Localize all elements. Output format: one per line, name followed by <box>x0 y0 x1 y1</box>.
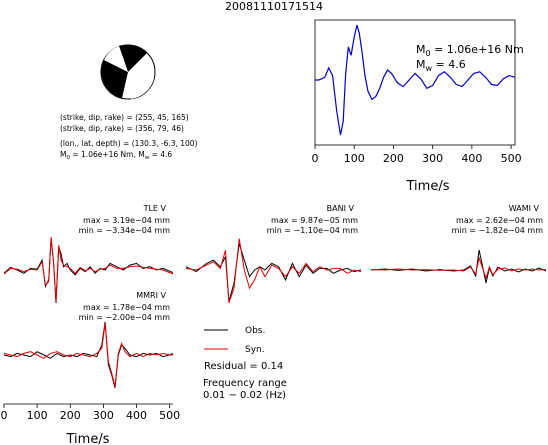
station-min-text: min = −2.00e−04 mm <box>79 313 171 322</box>
stf-x-tick-label: 200 <box>383 152 404 165</box>
frequency-range-label: Frequency range <box>203 378 287 389</box>
stf-m0-label: M0 = 1.06e+16 Nm <box>416 43 524 58</box>
frequency-range-value: 0.01 − 0.02 (Hz) <box>203 390 286 401</box>
beachball-compressional-quadrant-1 <box>119 44 147 72</box>
location-text: (lon., lat, depth) = (130.3, -6.3, 100) <box>60 139 198 148</box>
obs-waveform-line <box>185 243 362 302</box>
wave-x-tick-label: 300 <box>93 409 114 422</box>
wave-x-tick-label: 500 <box>159 409 180 422</box>
station-label: WAMI V <box>509 204 540 213</box>
stf-x-tick-label: 500 <box>501 152 522 165</box>
focal-mechanism-beachball <box>100 44 156 100</box>
waveform-xlabel: Time/s <box>66 432 110 445</box>
stf-plot-frame <box>314 19 516 146</box>
stf-xlabel: Time/s <box>406 179 450 194</box>
station-label: BANI V <box>327 204 355 213</box>
station-label: MMRI V <box>136 291 166 300</box>
legend-syn-label: Syn. <box>245 345 265 355</box>
obs-waveform-line <box>370 249 547 284</box>
focal-plane-1-text: (strike, dip, rake) = (255, 45, 165) <box>60 113 189 122</box>
station-max-text: max = 9.87e−05 mm <box>271 216 358 225</box>
station-max-text: max = 3.19e−04 mm <box>83 216 170 225</box>
legend: Obs. Syn. Residual = 0.14 Frequency rang… <box>203 326 287 401</box>
event-title: 20081110171514 <box>225 0 323 13</box>
stf-x-tick-label: 100 <box>344 152 365 165</box>
syn-waveform-line <box>3 236 174 302</box>
station-min-text: min = −1.10e−04 mm <box>267 226 359 235</box>
stf-x-tick-label: 0 <box>312 152 319 165</box>
station-max-text: max = 2.62e−04 mm <box>456 216 543 225</box>
station-label: TLE V <box>143 204 167 213</box>
wave-x-tick-label: 200 <box>60 409 81 422</box>
residual-text: Residual = 0.14 <box>204 361 283 372</box>
stf-plot: 0 100 200 300 400 500 Time/s M0 = 1.06e+16 Nm… <box>312 19 524 194</box>
stf-mw-label: Mw = 4.6 <box>416 58 466 73</box>
obs-waveform-line <box>3 321 174 389</box>
waveform-time-axis: 0 100 200 300 400 500 Time/s <box>1 403 180 445</box>
moment-summary-text: M0 = 1.06e+16 Nm, Mw = 4.6 <box>60 150 172 161</box>
station-min-text: min = −1.82e−04 mm <box>452 226 544 235</box>
syn-waveform-line <box>3 323 173 387</box>
syn-waveform-line <box>185 238 362 304</box>
beachball-compressional-quadrant-3 <box>128 72 154 99</box>
wave-x-tick-label: 0 <box>1 409 8 422</box>
stf-x-tick-label: 300 <box>422 152 443 165</box>
syn-waveform-line <box>370 256 547 280</box>
wave-x-tick-label: 400 <box>126 409 147 422</box>
wave-x-tick-label: 100 <box>27 409 48 422</box>
stf-x-tick-label: 400 <box>461 152 482 165</box>
station-min-text: min = −3.34e−04 mm <box>79 226 171 235</box>
focal-plane-2-text: (strike, dip, rake) = (356, 79, 46) <box>60 124 184 133</box>
station-max-text: max = 1.78e−04 mm <box>83 303 170 312</box>
obs-waveform-line <box>3 238 174 304</box>
legend-obs-label: Obs. <box>245 326 265 336</box>
beachball-compressional-quadrant-2 <box>101 60 128 98</box>
stf-series-line <box>315 24 516 136</box>
